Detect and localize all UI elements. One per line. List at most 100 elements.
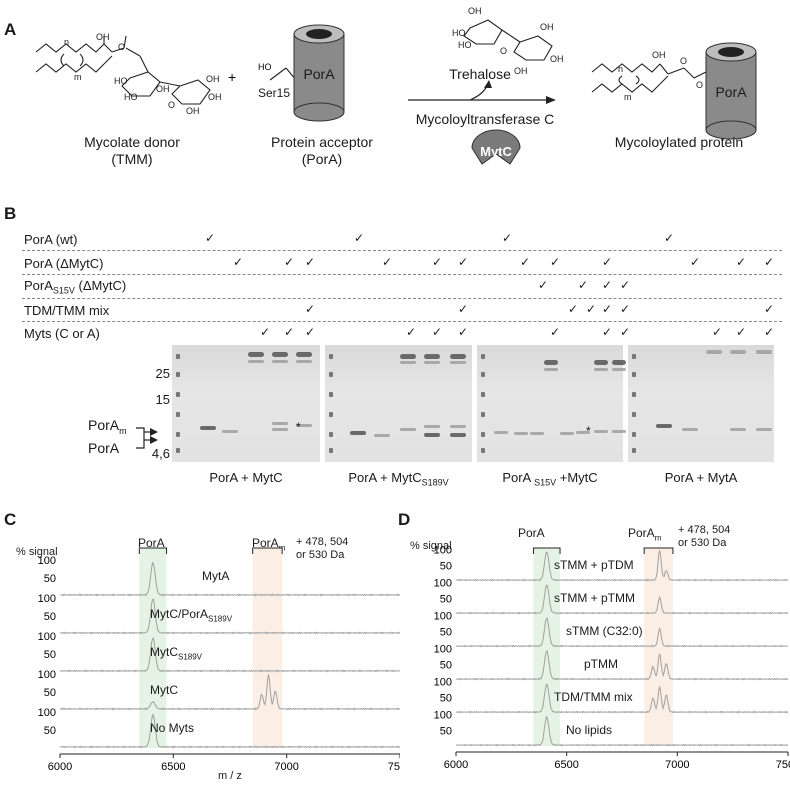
gel-band xyxy=(424,361,440,364)
checkmark: ✓ xyxy=(284,325,295,339)
trace-label: No Myts xyxy=(150,721,195,736)
svg-text:OH: OH xyxy=(652,50,666,60)
svg-text:HO: HO xyxy=(114,76,128,86)
ladder-band xyxy=(176,392,180,397)
ladder-band xyxy=(481,448,485,453)
gel-4 xyxy=(628,345,774,462)
checkmark: ✓ xyxy=(586,302,597,316)
ladder-band xyxy=(481,392,485,397)
peak-bracket xyxy=(643,547,674,554)
checkmark: ✓ xyxy=(602,255,613,269)
spectrum-trace xyxy=(455,617,789,648)
gel-band xyxy=(544,360,558,365)
gel-band xyxy=(424,433,440,437)
svg-text:OH: OH xyxy=(208,92,222,102)
gel-band xyxy=(594,360,608,365)
ladder-band xyxy=(632,448,636,453)
trehalose-structure xyxy=(463,19,553,61)
n-label: n xyxy=(64,37,69,47)
svg-text:HO: HO xyxy=(124,92,138,102)
donor-label-line2: (TMM) xyxy=(111,151,153,167)
spectrum-trace xyxy=(59,637,400,673)
acceptor-label-line2: (PorA) xyxy=(301,151,343,167)
ladder-band xyxy=(632,392,636,397)
ser15-label: Ser15 xyxy=(258,86,291,100)
svg-text:HO: HO xyxy=(258,62,272,72)
gel-band xyxy=(450,425,466,428)
y-tick-label: 100 xyxy=(38,631,56,643)
y-tick-label: 100 xyxy=(434,545,452,557)
spectrum-trace xyxy=(455,650,789,681)
y-tick-label: 100 xyxy=(434,710,452,722)
d-peak-pora: PorA xyxy=(518,526,545,540)
gel-2 xyxy=(325,345,472,462)
mytc-label: MytC xyxy=(480,144,512,159)
checkmark: ✓ xyxy=(620,325,631,339)
gel-1 xyxy=(172,345,320,462)
svg-text:OH: OH xyxy=(156,84,170,94)
d-ylabel: % signal xyxy=(410,540,452,552)
checkmark: ✓ xyxy=(305,255,316,269)
panel-a-letter: A xyxy=(4,20,17,39)
checkmark: ✓ xyxy=(260,325,271,339)
checkmark: ✓ xyxy=(764,325,775,339)
y-tick-label: 50 xyxy=(440,659,452,671)
pora-label: PorA xyxy=(303,66,335,82)
spectrum-trace xyxy=(455,550,789,582)
ladder-band xyxy=(481,354,485,359)
mw-4-6: 4,6 xyxy=(151,446,170,461)
trace-label: sTMM + pTDM xyxy=(554,557,634,572)
peak-bracket xyxy=(252,547,283,554)
svg-text:O: O xyxy=(118,42,125,52)
panel-c-letter: C xyxy=(4,510,17,529)
peak-bracket xyxy=(138,547,168,554)
gel-band xyxy=(400,428,416,431)
product-lipid-structure xyxy=(591,63,707,93)
x-tick-label: 7000 xyxy=(665,759,689,771)
y-tick-label: 50 xyxy=(440,725,452,737)
y-tick-label: 100 xyxy=(38,707,56,719)
svg-text:OH: OH xyxy=(206,74,220,84)
gel-band xyxy=(560,432,574,435)
trace-label: MytA xyxy=(202,569,230,584)
acceptor-label-line1: Protein acceptor xyxy=(271,134,373,150)
gel-band xyxy=(706,350,722,354)
row-divider xyxy=(22,250,782,251)
ladder-band xyxy=(329,412,333,417)
c-peak-pora: PorA xyxy=(138,536,165,550)
svg-text:m: m xyxy=(624,92,632,102)
row-pora-dmytc: PorA (ΔMytC) xyxy=(24,256,104,271)
trace-label: TDM/TMM mix xyxy=(554,689,633,704)
row-divider xyxy=(22,298,782,299)
ladder-band xyxy=(176,354,180,359)
trace-label: MytC xyxy=(150,683,178,698)
checkmark: ✓ xyxy=(568,302,579,316)
mw-25: 25 xyxy=(155,366,170,381)
y-tick-label: 50 xyxy=(440,593,452,605)
star-marker: * xyxy=(296,420,301,434)
gel-band xyxy=(530,432,544,435)
y-tick-label: 100 xyxy=(38,669,56,681)
checkmark: ✓ xyxy=(382,255,393,269)
svg-text:OH: OH xyxy=(540,22,554,32)
x-tick-label: 7500 xyxy=(776,759,790,771)
poram-highlight xyxy=(252,548,283,748)
checkmark: ✓ xyxy=(550,255,561,269)
mytc-enzyme-icon xyxy=(471,129,521,165)
checkmark: ✓ xyxy=(432,325,443,339)
oh-label: OH xyxy=(96,32,110,42)
checkmark: ✓ xyxy=(578,278,589,292)
gel-band xyxy=(450,433,466,437)
gel-band xyxy=(272,352,288,357)
row-tdm-tmm: TDM/TMM mix xyxy=(24,303,110,318)
gel-1-caption: PorA + MytC xyxy=(209,470,283,485)
checkmark: ✓ xyxy=(284,255,295,269)
product-pora-label: PorA xyxy=(715,84,747,100)
product-label: Mycoloylated protein xyxy=(614,134,744,150)
gel-band xyxy=(656,424,672,428)
panel-d-letter: D xyxy=(398,510,411,529)
gel-band xyxy=(576,431,590,434)
x-tick-label: 6500 xyxy=(161,761,185,773)
trehalose-label: Trehalose xyxy=(449,66,511,82)
gel-band xyxy=(248,352,264,357)
